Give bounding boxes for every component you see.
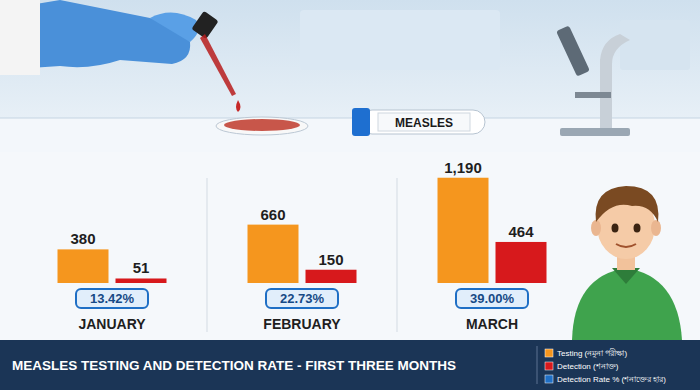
panel-divider [207,178,208,332]
category-label: JANUARY [78,316,146,332]
boy-ear [591,220,601,236]
lab-background [0,0,700,152]
window [300,10,500,70]
microscope-base [560,128,630,136]
bar [438,178,489,283]
lab-bench [0,118,700,152]
tube-label-text: MEASLES [395,116,453,130]
data-labels: 380 660 1,190 51 150 464 13.42% 22.73% 39.00% [70,159,534,308]
bar [496,242,547,283]
legend-separator [537,346,538,384]
legend-label: Testing (নমুনা পরীক্ষা) [557,348,627,358]
bar [248,225,299,283]
legend-swatch [545,362,553,370]
legend-label: Detection (শনাক্ত) [557,362,619,371]
tube-label [378,113,470,131]
microscope-tube [556,25,590,76]
boy-eye [612,224,619,233]
bench-edge [0,118,700,119]
rate-badge [456,289,528,308]
footer-bar [0,340,700,390]
lab-coat-sleeve [0,0,40,75]
legend: Testing (নমুনা পরীক্ষা) Detection (শনাক্ত… [545,348,666,384]
legend-swatch [545,349,553,357]
boy-ear [651,220,661,236]
bar [58,249,109,283]
cabinet [620,20,690,70]
tube-cap [352,108,370,136]
chart-title: MEASLES TESTING AND DETECTION RATE - FIR… [12,358,456,373]
boy-shirt [572,268,682,340]
dropper-tube [200,34,236,96]
glove-thumb [150,12,199,42]
bar-value-label: 1,190 [444,159,482,176]
rate-badge [266,289,338,308]
rate-badge-label: 13.42% [90,291,135,306]
microscope-arm [600,34,630,128]
rate-badge-label: 39.00% [470,291,515,306]
petri-blood [224,119,300,131]
boy-eye [634,224,641,233]
boy-mouth [616,244,636,247]
blood-drop [236,100,241,112]
legend-swatch [545,375,553,383]
category-label: MARCH [466,316,518,332]
microscope-stage [575,92,611,98]
bar-value-label: 380 [70,230,95,247]
bar [116,278,167,283]
bar-value-label: 464 [508,223,534,240]
bar-value-label: 660 [260,206,285,223]
legend-label: Detection Rate % (শনাক্তের হার) [557,375,666,384]
category-label: FEBRUARY [263,316,341,332]
lab-scene: MEASLES [0,0,700,152]
rate-badge-label: 22.73% [280,291,325,306]
chart-background [0,152,700,340]
boy-illustration [572,186,682,340]
boy-collar [612,268,640,284]
panel-divider [397,178,398,332]
test-tube [360,110,485,134]
boy-hair [596,186,659,222]
bar-value-label: 150 [318,251,343,268]
bar [306,270,357,283]
bars [58,178,547,283]
petri-dish [216,117,308,135]
chart-root: MEASLES 380 660 1,190 51 150 464 13.42% 22.73% 39… [0,0,700,390]
rate-badge [76,289,148,308]
bar-value-label: 51 [133,259,150,276]
